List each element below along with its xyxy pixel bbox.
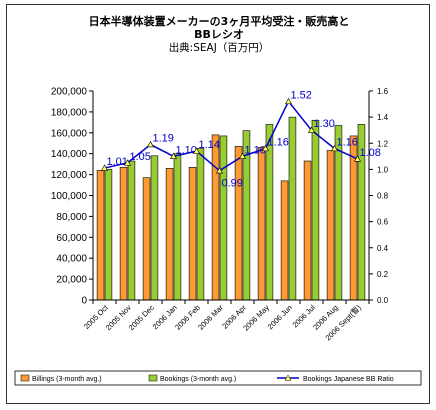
bb-ratio-data-label: 0.99 (222, 178, 243, 190)
bb-ratio-point (100, 164, 109, 171)
billings-bar (234, 146, 243, 301)
bb-ratio-point (261, 144, 270, 152)
bb-ratio-line (104, 100, 358, 172)
y-axis-tick-label: 160,000 (51, 128, 88, 139)
bookings-bar (311, 119, 320, 301)
bb-ratio-point (353, 155, 362, 162)
y-axis-tick-label: 80,000 (56, 212, 87, 223)
legend-label-bookings: Bookings (3-month avg.) (160, 376, 236, 383)
bb-ratio-data-label: 1.01 (107, 156, 128, 168)
bb-ratio-data-label: 1.14 (199, 139, 220, 151)
x-axis-category-label: 2006 Jun (266, 303, 294, 331)
chart-frame: 日本半導体装置メーカーの3ヶ月平均受注・販売高と BBレシオ 出典:SEAJ（百… (6, 4, 430, 404)
y-axis-tick-label: 100,000 (51, 191, 88, 202)
bb-ratio-data-label: 1.05 (130, 151, 151, 163)
bb-ratio-data-label: 1.30 (314, 118, 335, 130)
bb-ratio-point (330, 144, 339, 152)
bookings-bar (150, 155, 159, 301)
billings-bar (303, 160, 312, 301)
x-axis-category-label: 2006 Mar (196, 303, 225, 332)
chart-svg: 0 20,000 40,000 60,000 80,000 100,000 120,000 1… (14, 87, 422, 386)
chart-title-line2: BBレシオ (194, 28, 244, 41)
bb-ratio-point (123, 159, 132, 166)
y2-axis-tick-label: 0.2 (377, 270, 389, 279)
bb-ratio-point (284, 97, 293, 105)
bb-ratio-point (169, 152, 178, 160)
legend-swatch-bookings (148, 374, 158, 382)
billings-bar (326, 150, 335, 301)
legend-label-billings: Billings (3-month avg.) (32, 376, 102, 383)
y2-axis-tick-label: 1.4 (377, 113, 389, 122)
y-axis-tick-label: 0 (81, 296, 87, 307)
bookings-bar (173, 153, 182, 301)
chart-title: 日本半導体装置メーカーの3ヶ月平均受注・販売高と (88, 15, 350, 28)
y-axis-tick-label: 200,000 (51, 87, 88, 98)
bb-ratio-point (238, 152, 247, 160)
bb-ratio-point (192, 147, 201, 154)
bb-ratio-data-label: 1.10 (245, 144, 266, 156)
x-axis-category-label: 2005 Dec (127, 303, 156, 332)
plot-area (93, 91, 369, 300)
billings-bar (142, 177, 151, 301)
y2-axis-tick-label: 1.2 (377, 139, 389, 148)
bb-ratio-data-label: 1.19 (153, 133, 174, 145)
y2-axis-tick-label: 0.6 (377, 218, 389, 227)
bookings-bar (196, 148, 205, 301)
bookings-bar (104, 169, 113, 301)
billings-bar (257, 147, 266, 301)
y-axis-tick-label: 40,000 (56, 254, 87, 265)
bb-ratio-point (146, 140, 155, 148)
billings-bar (96, 170, 105, 301)
bb-ratio-data-label: 1.16 (337, 136, 358, 148)
legend-swatch-billings (20, 374, 30, 382)
billings-bar (119, 166, 128, 301)
bb-ratio-point (307, 126, 316, 133)
bb-ratio-data-label: 1.52 (291, 89, 312, 101)
y-axis-tick-label: 180,000 (51, 107, 88, 118)
y2-axis-tick-label: 0.4 (377, 244, 389, 253)
billings-bar (280, 180, 289, 301)
y-axis-tick-label: 140,000 (51, 149, 88, 160)
bookings-bar (219, 135, 228, 301)
chart-source-note: 出典:SEAJ（百万円） (168, 42, 270, 54)
bookings-bar (288, 116, 297, 301)
y2-axis-tick-label: 1.6 (377, 87, 389, 96)
y-axis-tick-label: 120,000 (51, 170, 88, 181)
y-axis-tick-label: 60,000 (56, 233, 87, 244)
y2-axis-tick-label: 1.0 (377, 165, 389, 174)
billings-bar (211, 134, 220, 301)
legend-label-ratio: Bookings Japanese BB Ratio (303, 376, 394, 383)
billings-bar (188, 166, 197, 301)
y2-axis-tick-label: 0.0 (377, 296, 389, 305)
y-axis-tick-label: 20,000 (56, 275, 87, 286)
bookings-bar (127, 160, 136, 301)
bb-ratio-data-label: 1.16 (268, 136, 289, 148)
legend-box (14, 370, 422, 386)
bb-ratio-point (215, 167, 224, 174)
bb-ratio-data-label: 1.08 (360, 147, 381, 159)
legend-swatch-ratio-marker (284, 374, 292, 381)
billings-bar (165, 168, 174, 301)
bb-ratio-data-label: 1.10 (176, 144, 197, 156)
y2-axis-tick-label: 0.8 (377, 192, 389, 201)
